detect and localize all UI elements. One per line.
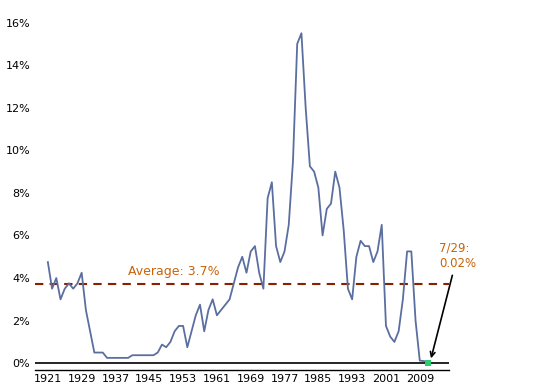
Text: 7/29:
0.02%: 7/29: 0.02%	[430, 242, 476, 356]
Text: Average: 3.7%: Average: 3.7%	[128, 265, 220, 278]
